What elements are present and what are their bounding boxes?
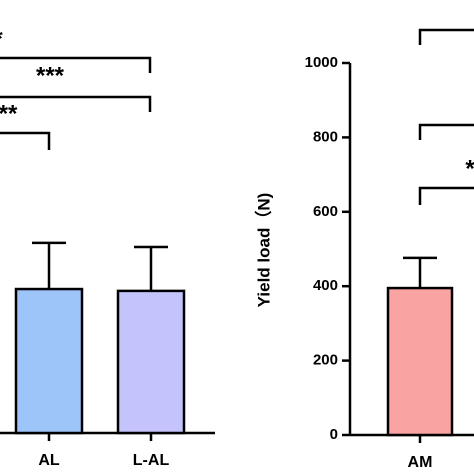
- significance-bracket: [418, 123, 474, 140]
- significance-label: *: [0, 25, 3, 52]
- bar: [14, 287, 84, 435]
- significance-bracket: [0, 95, 152, 112]
- bar: [116, 289, 186, 435]
- significance-bracket: [0, 131, 51, 150]
- y-tick-label: 0: [330, 426, 338, 443]
- y-tick-label: 800: [313, 128, 338, 145]
- bar: [386, 286, 454, 437]
- significance-label: **: [0, 100, 18, 127]
- significance-label: ***: [36, 62, 65, 89]
- x-tick-label: AM: [408, 454, 433, 471]
- significance-bracket: [418, 28, 474, 45]
- x-tick-label: AL: [38, 452, 60, 469]
- y-tick-label: 600: [313, 203, 338, 220]
- y-tick-label: 200: [313, 352, 338, 369]
- y-tick-label: 400: [313, 277, 338, 294]
- significance-bracket: [0, 56, 152, 73]
- y-tick-label: 1000: [305, 54, 338, 71]
- y-axis-label: Yield load（N): [253, 193, 273, 308]
- significance-bracket: [418, 186, 474, 205]
- significance-label: *: [465, 155, 474, 182]
- x-tick-label: L-AL: [133, 452, 170, 469]
